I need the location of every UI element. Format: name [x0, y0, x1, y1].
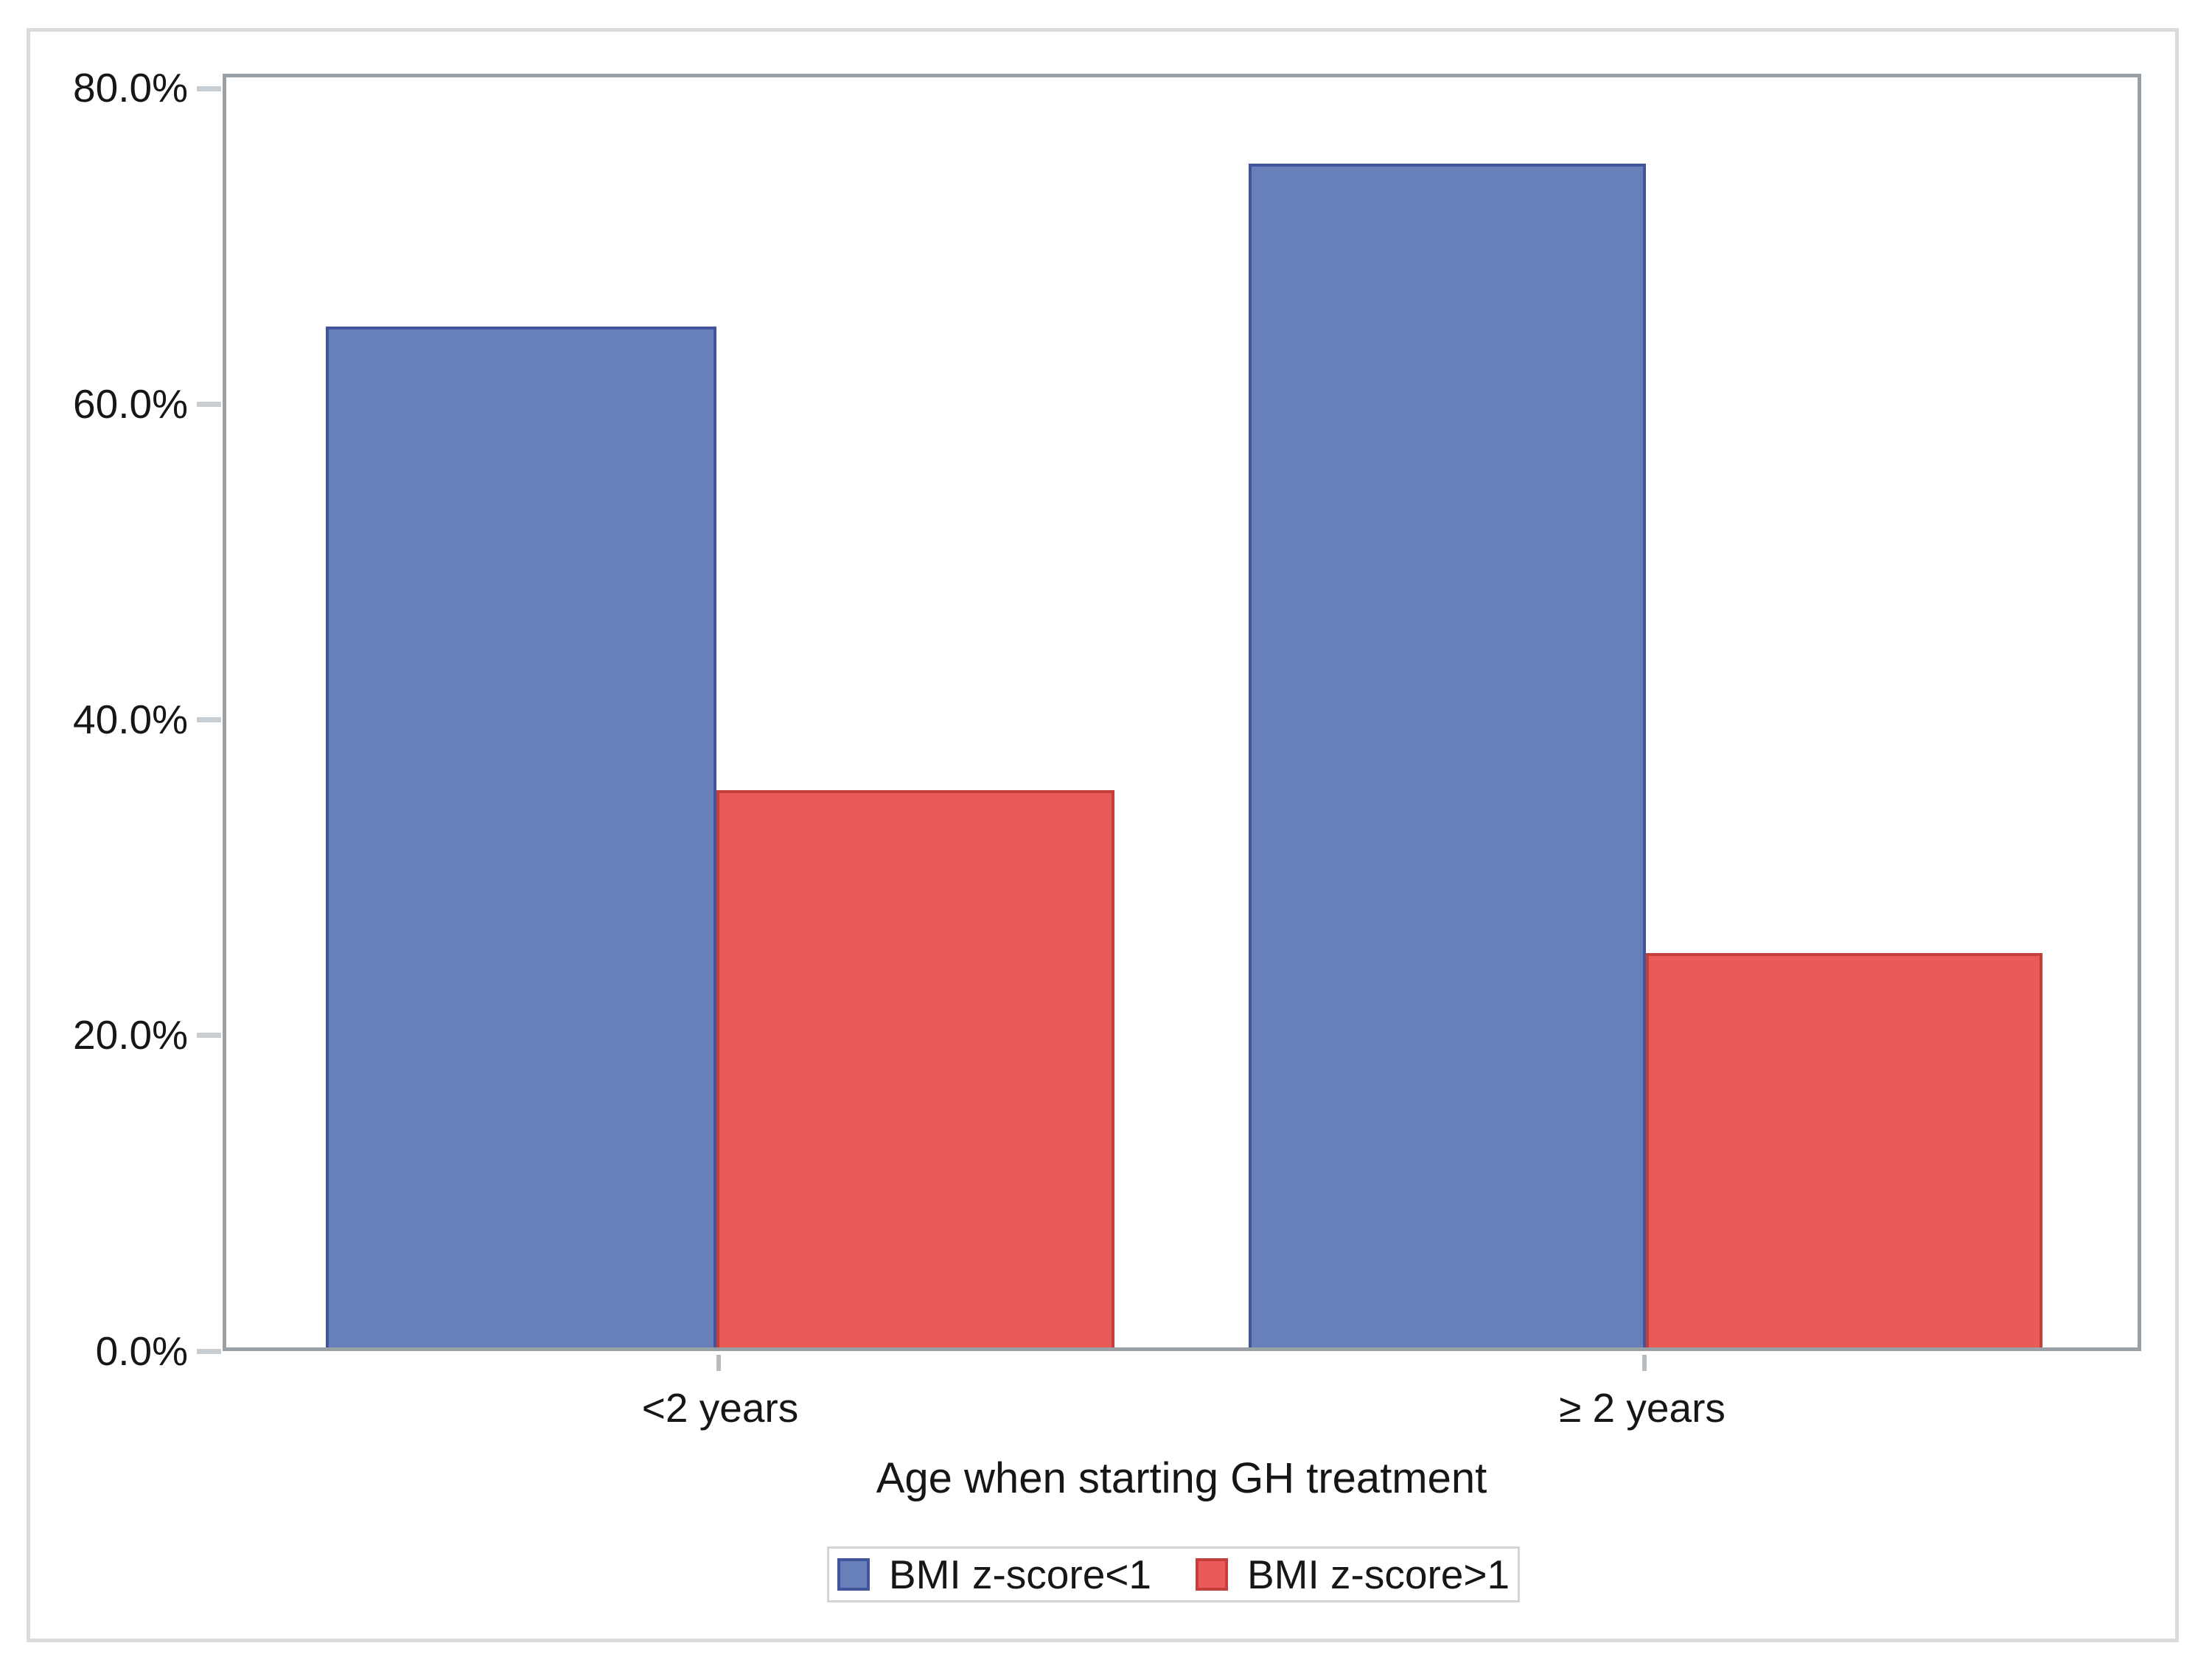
legend: BMI z-score<1 BMI z-score>1	[827, 1546, 1520, 1602]
y-tick-mark	[197, 1033, 221, 1038]
y-tick-mark	[197, 86, 221, 91]
x-tick-mark-group2	[1642, 1355, 1647, 1371]
legend-swatch-red	[1196, 1558, 1228, 1591]
x-category-label-under2yrs: <2 years	[641, 1385, 799, 1431]
x-axis-title: Age when starting GH treatment	[876, 1454, 1487, 1502]
bar-bmi-lt1-over2yrs	[1249, 163, 1646, 1347]
plot-area	[223, 74, 2141, 1351]
legend-swatch-blue	[837, 1558, 870, 1591]
y-tick-label-60: 60.0%	[73, 381, 188, 427]
bar-bmi-gt1-under2yrs	[716, 790, 1114, 1347]
y-tick-label-80: 80.0%	[73, 65, 188, 111]
y-tick-label-0: 0.0%	[95, 1328, 188, 1374]
legend-entry-bmi-gt1: BMI z-score>1	[1196, 1551, 1510, 1597]
legend-label-bmi-lt1: BMI z-score<1	[888, 1551, 1151, 1597]
y-tick-label-40: 40.0%	[73, 697, 188, 742]
x-tick-mark-group1	[716, 1355, 721, 1371]
bar-bmi-gt1-over2yrs	[1646, 952, 2042, 1347]
legend-entry-bmi-lt1: BMI z-score<1	[837, 1551, 1151, 1597]
y-tick-mark	[197, 1349, 221, 1354]
x-category-label-over2yrs: ≥ 2 years	[1559, 1385, 1726, 1431]
y-tick-mark	[197, 402, 221, 407]
y-tick-mark	[197, 717, 221, 722]
y-axis: 80.0% 60.0% 40.0% 20.0% 0.0%	[0, 68, 223, 1372]
y-tick-label-20: 20.0%	[73, 1012, 188, 1058]
legend-label-bmi-gt1: BMI z-score>1	[1247, 1551, 1510, 1597]
bar-bmi-lt1-under2yrs	[326, 326, 716, 1347]
